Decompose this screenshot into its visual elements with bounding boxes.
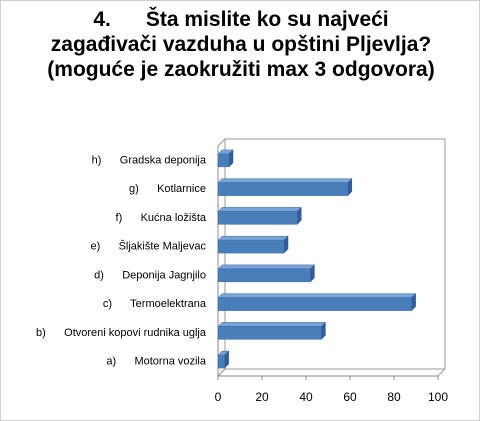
y-tick-label: a) Motorna vozila [106,356,207,368]
bar-top [217,264,316,270]
axis [217,368,226,377]
y-tick-label: h) Gradska deponija [92,154,207,166]
bar-top [217,207,302,212]
y-tick-label: d) Deponija Jagnjilo [94,269,206,281]
y-tick-label: e) Šljakište Maljevac [90,240,206,253]
y-tick-label: b) Otvoreni kopovi rudnika uglja [36,327,207,339]
bar-top [217,178,353,183]
bar-top [217,322,327,327]
bar [217,297,412,311]
y-tick-label: f) Kućna ložišta [116,212,207,224]
x-tick-label: 40 [299,390,313,404]
bar-top [217,293,417,298]
x-tick-label: 60 [343,390,357,404]
bar [217,211,298,225]
x-tick-label: 80 [387,390,401,404]
bar [217,239,285,254]
bar-top [217,235,289,241]
bar [217,354,225,369]
x-tick-label: 0 [215,390,222,404]
y-tick-label: c) Termoelektrana [103,298,207,310]
x-tick-label: 20 [255,390,269,404]
x-tick-label: 100 [428,390,448,404]
bar [217,182,349,196]
y-tick-label: g) Kotlarnice [129,183,206,195]
frame [217,138,446,377]
bar [217,326,322,340]
bar [217,268,311,283]
chart-title: 4. Šta mislite ko su najveći zagađivači … [47,8,438,81]
bar [217,153,230,168]
